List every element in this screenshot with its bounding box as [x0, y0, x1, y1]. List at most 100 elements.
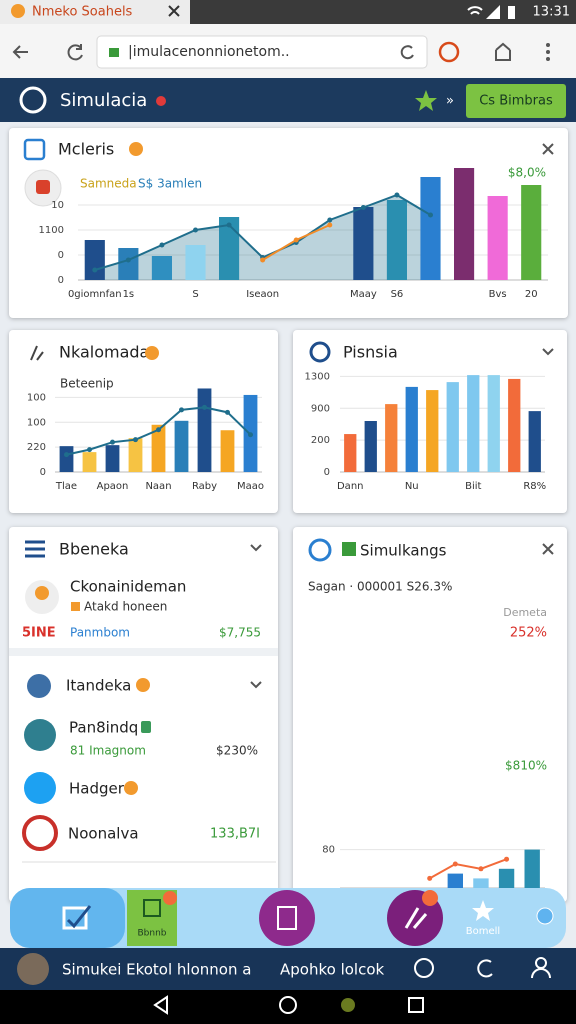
badge	[136, 678, 150, 692]
bar	[454, 168, 475, 280]
expand-button[interactable]	[250, 681, 262, 689]
bar	[197, 388, 212, 472]
system-recents[interactable]	[408, 997, 424, 1013]
extension-icon[interactable]	[438, 41, 460, 63]
stat-label: Demeta	[503, 606, 547, 619]
avatar-icon	[36, 180, 50, 194]
tab-close[interactable]	[168, 5, 180, 17]
menu-dot	[546, 57, 550, 61]
nav-icon	[62, 906, 88, 930]
tab-icon	[11, 4, 25, 18]
y-tick-label: 10	[51, 200, 64, 211]
menu-button[interactable]	[546, 43, 550, 47]
card-title: Nkalomada	[59, 343, 149, 362]
close-button[interactable]	[542, 543, 554, 555]
item-name: Pan8indq	[69, 719, 138, 737]
nav-icon[interactable]	[472, 900, 494, 921]
bar	[118, 248, 139, 280]
x-tick-label: 0giomnfan	[68, 289, 122, 300]
y-tick-label: 1100	[39, 225, 64, 236]
url-reload[interactable]	[400, 45, 414, 60]
x-tick-label: Biit	[465, 481, 481, 492]
card-summary: Sagan · 000001 S26.3%	[308, 580, 452, 594]
bar	[467, 375, 480, 472]
footer-icon[interactable]	[477, 959, 493, 978]
footer-icon[interactable]	[414, 958, 434, 978]
x-tick-label: Maay	[350, 289, 377, 300]
x-tick-label: Apaon	[97, 481, 129, 492]
bar	[386, 200, 407, 280]
bar	[447, 873, 463, 888]
card-title: Simulkangs	[360, 542, 447, 560]
nav-icon[interactable]	[536, 907, 554, 925]
expand-button[interactable]	[542, 348, 554, 356]
wifi-icon	[467, 6, 483, 15]
bar	[364, 421, 377, 472]
y-tick-label: 0	[324, 467, 330, 478]
line-point	[327, 217, 333, 223]
x-tick-label: S	[192, 289, 198, 300]
y-tick-label: 0	[58, 250, 64, 261]
user-name: Simukei Ekotol hlonnon a	[62, 961, 251, 979]
item-name: Noonalva	[68, 825, 139, 843]
nav-button[interactable]	[259, 890, 315, 946]
system-home[interactable]	[279, 996, 297, 1014]
badge	[124, 781, 138, 795]
nav-icon	[404, 907, 428, 929]
system-back[interactable]	[153, 995, 168, 1015]
x-tick-label: Maao	[237, 481, 264, 492]
system-nav	[0, 990, 576, 1024]
expand-button[interactable]	[250, 544, 262, 552]
share-button[interactable]	[495, 42, 511, 61]
line-point	[193, 227, 198, 233]
x-tick-label: S6	[391, 289, 404, 300]
nav-tab-active[interactable]	[10, 888, 125, 948]
back-button[interactable]	[12, 45, 28, 59]
y-tick-label: 0	[40, 467, 46, 478]
close-button[interactable]	[542, 143, 554, 155]
bar	[105, 445, 120, 472]
y-tick-label: 220	[27, 442, 46, 453]
stat-up: $810%	[505, 759, 547, 773]
card-icon	[342, 542, 356, 556]
bar	[420, 177, 441, 280]
header-button[interactable]	[466, 84, 566, 118]
line-point	[260, 257, 266, 263]
x-tick-label: Tlae	[55, 481, 77, 492]
area	[94, 195, 431, 280]
badge	[163, 891, 177, 905]
avatar	[24, 772, 56, 804]
nav-icon	[277, 906, 297, 930]
line-point	[504, 856, 510, 862]
card-icon	[23, 138, 46, 161]
y-tick-label: 1300	[305, 371, 330, 382]
y-tick-label: 0	[58, 275, 64, 286]
app-logo[interactable]	[19, 86, 47, 114]
bar	[344, 434, 357, 472]
card-icon	[309, 341, 331, 363]
chart: 0 200 900 1300 Dann Nu Biit R8%	[305, 371, 547, 492]
footer-icon	[531, 968, 551, 979]
header-nav[interactable]: »	[446, 94, 454, 109]
avatar	[24, 719, 56, 751]
chart: 80	[322, 845, 545, 889]
user-avatar[interactable]	[17, 953, 49, 985]
star-icon[interactable]	[415, 90, 437, 111]
battery-icon	[508, 6, 515, 19]
line-point	[87, 447, 92, 453]
badge	[422, 890, 438, 906]
contact-amount: $7,755	[219, 626, 261, 640]
url-field[interactable]	[96, 35, 428, 69]
section-icon	[27, 674, 51, 698]
browser-tab[interactable]	[0, 0, 190, 24]
nav-label: Bomell	[466, 926, 500, 937]
bar	[174, 420, 189, 472]
nav-label: Bbnnb	[137, 929, 166, 939]
y-tick-label: 80	[322, 845, 335, 856]
reload-button[interactable]	[67, 44, 83, 61]
item-amount: 133,B7I	[210, 827, 260, 842]
clock: 13:31	[533, 5, 570, 20]
footer-link[interactable]: Apohko lolcok	[280, 961, 385, 979]
assistant-dot	[341, 998, 355, 1012]
